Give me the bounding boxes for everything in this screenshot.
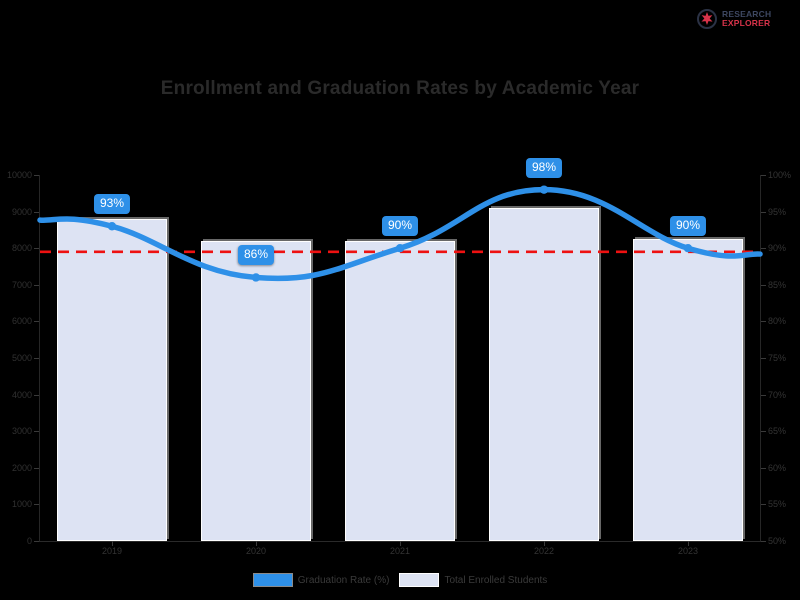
- x-axis-tick: [112, 541, 113, 546]
- line-point-2021[interactable]: [395, 244, 405, 253]
- x-axis-tick: [256, 541, 257, 546]
- brand-logo: RESEARCH EXPLORER: [696, 4, 792, 34]
- chart-title: Enrollment and Graduation Rates by Acade…: [160, 78, 640, 99]
- x-axis-label-2019: 2019: [101, 546, 123, 556]
- legend-swatch-bar: [399, 573, 440, 587]
- x-axis-label-2020: 2020: [245, 546, 267, 556]
- legend-label: Graduation Rate (%): [297, 574, 390, 586]
- bar-2019[interactable]: [57, 218, 167, 541]
- logo-line-2: EXPLORER: [722, 18, 771, 28]
- legend-item-1[interactable]: Graduation Rate (%): [252, 573, 390, 587]
- data-label-2021: 90%: [381, 216, 419, 237]
- legend-item-2[interactable]: Total Enrolled Students: [399, 573, 547, 587]
- data-label-2022: 98%: [525, 157, 563, 178]
- line-point-2020[interactable]: [251, 273, 261, 282]
- data-label-2020: 86%: [237, 245, 275, 266]
- logo-star-burst-icon: [696, 8, 718, 30]
- bar-2020[interactable]: [201, 240, 311, 541]
- legend-swatch-line: [252, 573, 293, 587]
- bar-2022[interactable]: [489, 207, 599, 541]
- x-axis-label-2021: 2021: [389, 546, 411, 556]
- logo-line-1: RESEARCH: [722, 9, 772, 20]
- logo-wordmark: RESEARCH EXPLORER: [722, 10, 771, 28]
- line-point-2022[interactable]: [539, 185, 549, 194]
- bar-2021[interactable]: [345, 240, 455, 541]
- chart-legend: Graduation Rate (%) Total Enrolled Studen…: [0, 573, 800, 587]
- x-axis-tick: [544, 541, 545, 546]
- y-axis-left-line: [39, 175, 40, 542]
- data-label-2019: 93%: [93, 194, 131, 215]
- bar-2023[interactable]: [633, 239, 743, 541]
- x-axis-tick: [688, 541, 689, 546]
- x-axis-tick: [400, 541, 401, 546]
- y-axis-right-line: [760, 175, 761, 542]
- x-axis-label-2023: 2023: [677, 546, 699, 556]
- line-point-2019[interactable]: [107, 222, 117, 231]
- line-point-2023[interactable]: [683, 244, 693, 253]
- legend-label: Total Enrolled Students: [444, 574, 548, 586]
- data-label-2023: 90%: [669, 216, 707, 237]
- x-axis-label-2022: 2022: [533, 546, 555, 556]
